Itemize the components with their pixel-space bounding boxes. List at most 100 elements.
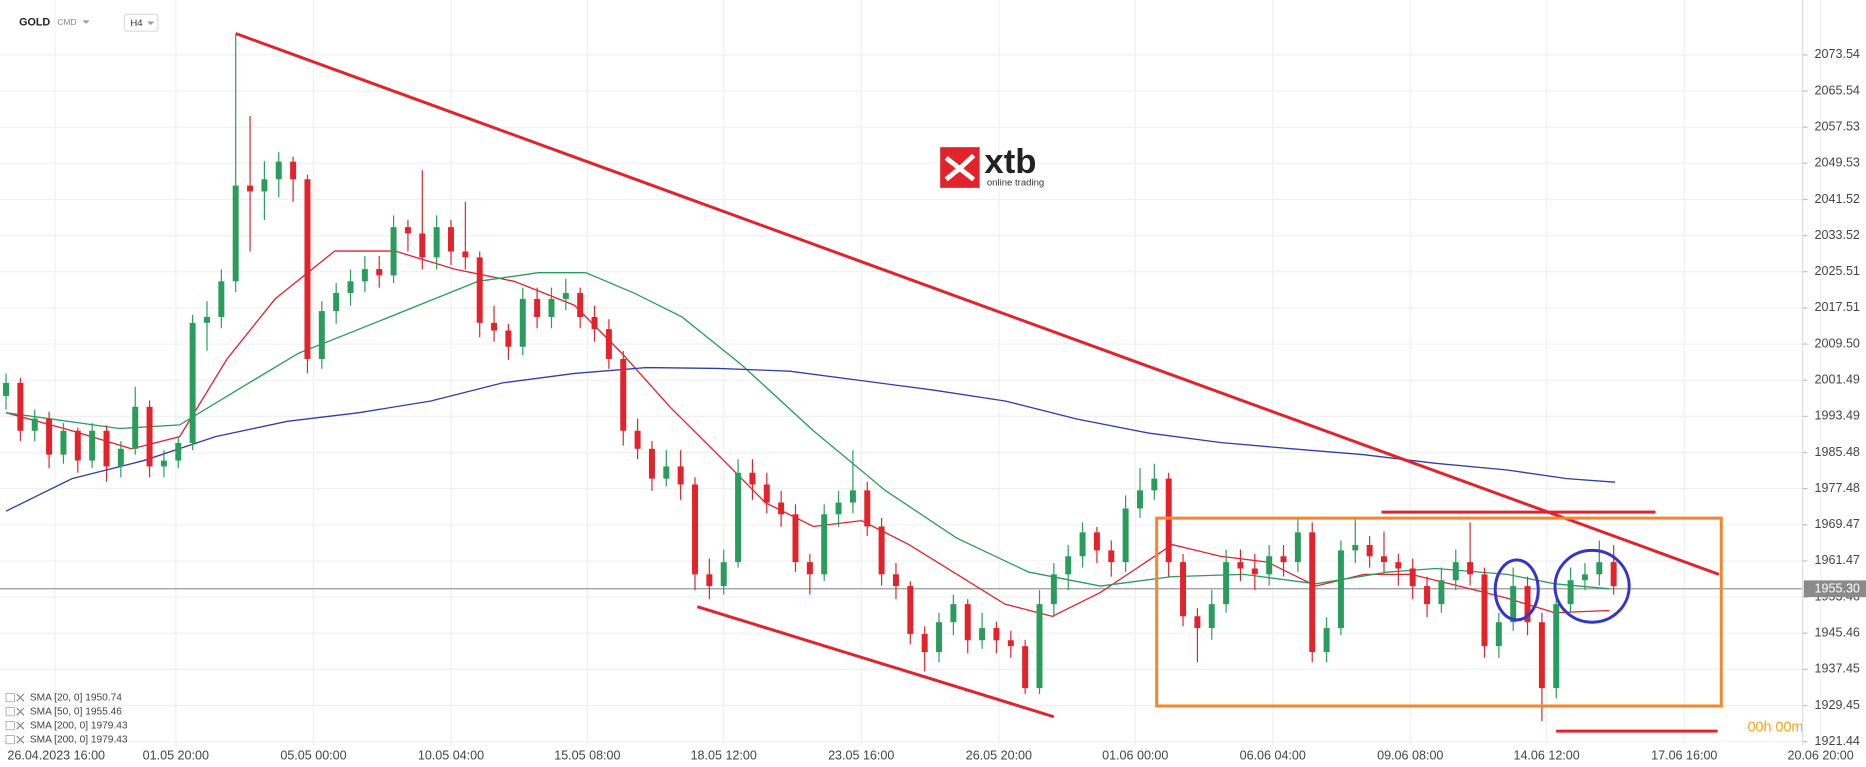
candle-body	[1352, 544, 1359, 551]
brand-tagline: online trading	[987, 178, 1044, 189]
legend-icon	[5, 721, 15, 731]
x-tick-label: 15.05 08:00	[554, 749, 620, 763]
candle-body	[1093, 532, 1100, 551]
candle-body	[763, 484, 770, 503]
trend-line	[696, 605, 1055, 719]
candles	[3, 34, 1617, 722]
candle-body	[792, 514, 799, 563]
candle-body	[1151, 478, 1158, 491]
candle-body	[979, 628, 986, 641]
toolbar: GOLD CMD H4	[19, 13, 159, 32]
candle-body	[419, 233, 426, 258]
sma-line	[5, 366, 1616, 512]
candle-body	[677, 466, 684, 485]
candle-body	[318, 311, 325, 359]
candle-body	[1294, 532, 1301, 563]
y-tick-label: 2049.53	[1815, 156, 1860, 170]
y-tick-label: 1929.45	[1815, 698, 1860, 712]
x-tick-label: 26.05 20:00	[966, 749, 1032, 763]
candle-body	[404, 227, 411, 234]
candle-body	[964, 604, 971, 641]
x-tick-label: 26.04.2023 16:00	[7, 749, 105, 763]
candle-body	[1567, 580, 1574, 605]
candle-body	[390, 227, 397, 276]
highlight-circle	[1553, 548, 1631, 624]
candle-body	[1553, 604, 1560, 689]
candle-body	[1596, 562, 1603, 575]
candle-body	[1409, 568, 1416, 587]
candle-body	[433, 227, 440, 258]
y-tick-label: 1969.47	[1815, 517, 1860, 531]
candle-body	[1452, 562, 1459, 581]
candle-body	[361, 269, 368, 282]
timeframe[interactable]: H4	[130, 18, 143, 29]
candle-body	[261, 179, 268, 192]
candle-body	[31, 418, 38, 431]
dropdown-arrow[interactable]	[82, 20, 90, 24]
x-tick-label: 23.05 16:00	[828, 749, 894, 763]
candle-body	[749, 472, 756, 485]
candle-body	[921, 633, 928, 652]
dropdown-arrow[interactable]	[147, 21, 155, 26]
candle-body	[290, 161, 297, 180]
timeframe-box[interactable]	[123, 13, 159, 32]
candle-body	[1280, 556, 1287, 563]
candle-body	[907, 586, 914, 634]
range-box	[1155, 516, 1723, 708]
x-tick-label: 18.05 12:00	[691, 749, 757, 763]
candle-body	[892, 574, 899, 587]
candle-body	[648, 448, 655, 479]
last-price-box	[1803, 580, 1866, 598]
legend-icon	[5, 707, 15, 717]
x-tick-label: 09.06 08:00	[1377, 749, 1443, 763]
candle-body	[376, 269, 383, 276]
x-tick-label: 20.06 20:00	[1787, 749, 1853, 763]
candle-body	[1208, 604, 1215, 629]
candle-body	[448, 227, 454, 252]
candle-body	[1065, 556, 1072, 575]
candle-body	[1194, 616, 1201, 629]
drawings	[235, 32, 1723, 733]
legend-label: SMA [50, 0] 1955.46	[30, 706, 122, 717]
candle-body	[1022, 646, 1029, 689]
candle-body	[1237, 562, 1244, 569]
legend-icon	[5, 693, 15, 703]
candle-body	[1309, 532, 1316, 652]
candle-body	[519, 298, 526, 347]
x-tick-label: 14.06 12:00	[1513, 749, 1579, 763]
candle-body	[1251, 568, 1258, 575]
candle-body	[620, 358, 627, 431]
candle-body	[1366, 544, 1373, 557]
candle-body	[146, 406, 153, 467]
candle-body	[333, 293, 340, 312]
candle-body	[189, 322, 196, 443]
x-tick-label: 10.05 04:00	[418, 749, 484, 763]
symbol-type: CMD	[57, 17, 76, 27]
candle-body	[878, 526, 885, 575]
x-tick-label: 06.06 04:00	[1240, 749, 1306, 763]
legend: SMA [20, 0] 1950.74 SMA [50, 0] 1955.46 SM…	[5, 692, 128, 745]
candle-body	[1495, 622, 1502, 647]
candle-body	[663, 466, 670, 479]
candle-body	[74, 430, 81, 461]
y-tick-label: 1961.47	[1815, 553, 1860, 567]
symbol[interactable]: GOLD	[19, 17, 50, 29]
candle-body	[203, 316, 210, 323]
candle-body	[634, 430, 641, 449]
candle-body	[1424, 586, 1431, 605]
legend-label: SMA [20, 0] 1950.74	[30, 692, 122, 703]
candle-body	[1381, 556, 1387, 563]
y-tick-label: 1937.45	[1815, 662, 1860, 676]
candle-body	[1395, 562, 1402, 569]
candle-body	[993, 628, 1000, 641]
candle-body	[778, 502, 785, 515]
candle-body	[46, 418, 53, 455]
candle-body	[1036, 604, 1043, 689]
candle-body	[806, 562, 813, 575]
x-tick-label: 17.06 16:00	[1651, 749, 1717, 763]
candle-body	[1122, 508, 1129, 563]
candle-body	[950, 604, 957, 623]
candle-body	[692, 484, 699, 575]
candle-body	[1337, 550, 1344, 629]
candle-body	[3, 382, 10, 396]
